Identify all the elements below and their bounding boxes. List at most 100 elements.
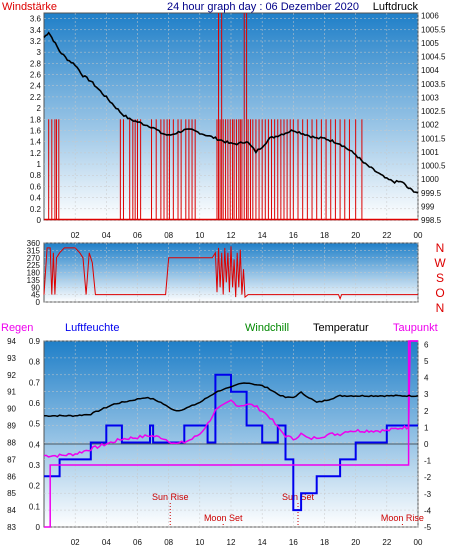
humidity-temperature-x-tick-label: 12 [227, 538, 236, 547]
regen-tick-label: 0.4 [29, 440, 41, 449]
header-title: 24 hour graph day : 06 Dezember 2020 [167, 1, 359, 13]
compass-label: N [436, 241, 445, 255]
luftdruck-line [43, 31, 419, 194]
wind-pressure-x-tick-label: 10 [195, 231, 204, 240]
humidity-temperature-x-tick-label: 04 [102, 538, 111, 547]
wind-pressure-x-tick-label: 02 [71, 231, 80, 240]
luftfeuchte-tick-label: 93 [7, 354, 16, 363]
astro-annotation-label: Sun Set [282, 492, 315, 502]
humidity-temperature-x-tick-label: 10 [195, 538, 204, 547]
astro-annotation-label: Moon Rise [381, 513, 424, 523]
compass-label: O [435, 286, 444, 300]
windstaerke-tick-label: 2.4 [30, 82, 42, 91]
luftdruck-tick-label: 1000.5 [421, 162, 446, 171]
windstaerke-tick-label: 1.4 [30, 138, 42, 147]
temperature-tick-label: -2 [424, 473, 432, 482]
wind-pressure-x-tick-label: 06 [133, 231, 142, 240]
wind-pressure-x-tick-label: 12 [227, 231, 236, 240]
regen-tick-label: 0.3 [29, 461, 41, 470]
luftdruck-tick-label: 999.5 [421, 189, 442, 198]
wind-pressure-x-tick-label: 04 [102, 231, 111, 240]
humidity-temperature-x-tick-label: 00 [414, 538, 423, 547]
compass-label: W [434, 256, 446, 270]
luftfeuchte-tick-label: 86 [7, 472, 16, 481]
legend-taupunkt: Taupunkt [393, 322, 438, 334]
astro-annotation-label: Sun Rise [152, 492, 189, 502]
luftfeuchte-tick-label: 87 [7, 455, 16, 464]
luftfeuchte-tick-label: 83 [7, 523, 16, 532]
luftfeuchte-tick-label: 88 [7, 438, 16, 447]
regen-tick-label: 0.8 [29, 358, 41, 367]
wind-pressure-x-tick-label: 08 [164, 231, 173, 240]
wind-direction-tick-label: 45 [31, 291, 40, 300]
windstaerke-tick-label: 1.6 [30, 126, 42, 135]
header-windstaerke: Windstärke [2, 1, 57, 13]
luftfeuchte-tick-label: 89 [7, 422, 16, 431]
humidity-temperature-x-tick-label: 08 [164, 538, 173, 547]
luftfeuchte-tick-label: 91 [7, 388, 16, 397]
compass-label: S [436, 271, 444, 285]
wind-direction-tick-label: 180 [27, 269, 41, 278]
luftdruck-tick-label: 1004 [421, 66, 439, 75]
windstaerke-tick-label: 2.6 [30, 71, 42, 80]
wind-pressure-x-tick-label: 20 [351, 231, 360, 240]
windstaerke-tick-label: 3.2 [30, 37, 42, 46]
humidity-temperature-x-tick-label: 20 [351, 538, 360, 547]
luftfeuchte-line [44, 373, 418, 512]
wind-direction-tick-label: 225 [27, 261, 41, 270]
luftdruck-tick-label: 1004.5 [421, 53, 446, 62]
temperature-tick-label: 5 [424, 357, 429, 366]
windstaerke-tick-label: 2.8 [30, 59, 42, 68]
regen-tick-label: 0.2 [29, 482, 41, 491]
wind-pressure-x-tick-label: 22 [382, 231, 391, 240]
wind-direction-line [43, 246, 418, 301]
luftdruck-tick-label: 1006 [421, 12, 439, 21]
windstaerke-tick-label: 0 [37, 216, 42, 225]
wind-pressure-x-tick-label: 18 [320, 231, 329, 240]
temperature-tick-label: 0 [424, 440, 429, 449]
wind-pressure-panel: 0 0.2 0.4 0.6 0.8 1 1.2 1.4 1.6 1.8 2 2.2 2.4 2.6 2.8 3… [30, 12, 446, 240]
windstaerke-tick-label: 2.2 [30, 93, 42, 102]
humidity-temperature-panel: 83 84 85 86 87 88 89 90 91 92 93 94 0 0.1 0.2 0.3 0.4 0.5… [7, 337, 432, 547]
regen-tick-label: 0.1 [29, 502, 41, 511]
windstaerke-tick-label: 1.8 [30, 115, 42, 124]
luftdruck-tick-label: 1001.5 [421, 134, 446, 143]
temperature-tick-label: 2 [424, 407, 429, 416]
luftdruck-tick-label: 1001 [421, 148, 439, 157]
regen-tick-label: 0.5 [29, 420, 41, 429]
windstaerke-tick-label: 3 [37, 48, 42, 57]
humidity-temperature-x-tick-label: 14 [258, 538, 267, 547]
temperatur-line [44, 382, 419, 418]
regen-tick-label: 0.9 [29, 337, 41, 346]
luftfeuchte-tick-label: 84 [7, 506, 16, 515]
compass-label: N [436, 301, 445, 315]
windstaerke-tick-label: 0.6 [30, 182, 42, 191]
temperature-tick-label: -5 [424, 523, 432, 532]
legend-temperatur: Temperatur [313, 322, 369, 334]
luftdruck-tick-label: 998.5 [421, 216, 442, 225]
humidity-temperature-x-tick-label: 02 [71, 538, 80, 547]
luftfeuchte-tick-label: 85 [7, 489, 16, 498]
luftdruck-tick-label: 1005 [421, 39, 439, 48]
windstaerke-tick-label: 3.4 [30, 26, 42, 35]
wind-pressure-x-tick-label: 00 [414, 231, 423, 240]
humidity-temperature-x-tick-label: 06 [133, 538, 142, 547]
temperature-tick-label: -3 [424, 490, 432, 499]
temperature-tick-label: 6 [424, 340, 429, 349]
luftdruck-tick-label: 999 [421, 202, 435, 211]
legend-regen: Regen [1, 322, 33, 334]
legend-windchill: Windchill [245, 322, 289, 334]
temperature-tick-label: -4 [424, 506, 432, 515]
wind-direction-tick-label: 90 [31, 283, 40, 292]
temperature-tick-label: 3 [424, 390, 429, 399]
humidity-temperature-x-tick-label: 18 [320, 538, 329, 547]
wind-direction-tick-label: 0 [36, 298, 41, 307]
regen-tick-label: 0.7 [29, 378, 41, 387]
luftdruck-tick-label: 1005.5 [421, 25, 446, 34]
luftfeuchte-tick-label: 94 [7, 337, 16, 346]
luftdruck-tick-label: 1000 [421, 175, 439, 184]
luftdruck-tick-label: 1002.5 [421, 107, 446, 116]
astro-annotation-label: Moon Set [204, 513, 243, 523]
humidity-temperature-x-tick-label: 16 [289, 538, 298, 547]
